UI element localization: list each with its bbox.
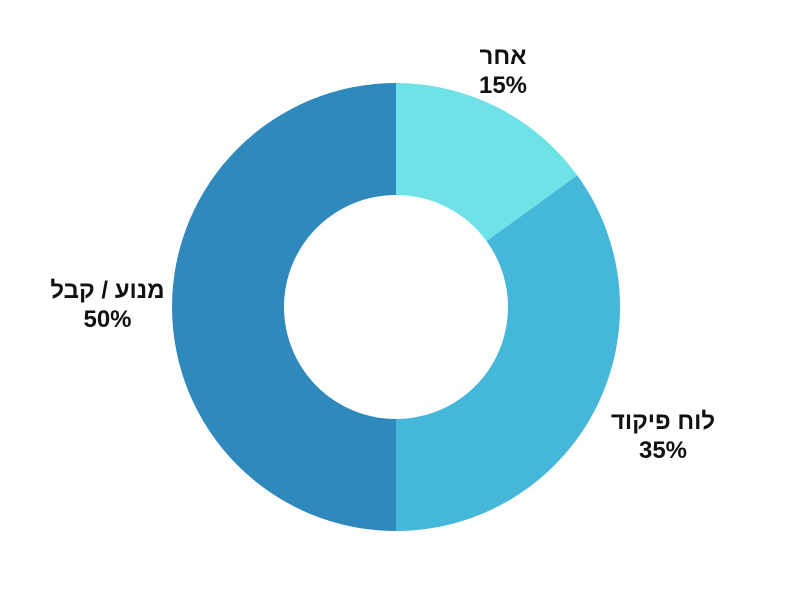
slice-label-control-panel-name: לוח פיקוד — [610, 408, 716, 435]
slice-label-motor-capacitor-name: מנוע / קבל — [50, 277, 165, 304]
donut-slices — [172, 83, 621, 531]
slice-label-other-value: 15% — [478, 72, 528, 99]
slice-label-motor-capacitor-value: 50% — [83, 306, 132, 333]
slice-label-other: אחר 15% — [423, 42, 583, 100]
slice-label-motor-capacitor: מנוע / קבל 50% — [15, 276, 200, 334]
donut-slice-2 — [172, 83, 396, 531]
slice-label-control-panel: לוח פיקוד 35% — [573, 407, 753, 465]
slice-label-other-name: אחר — [479, 43, 527, 70]
slice-label-control-panel-value: 35% — [638, 437, 688, 464]
donut-slice-1 — [396, 175, 621, 531]
donut-slice-0 — [396, 83, 578, 242]
